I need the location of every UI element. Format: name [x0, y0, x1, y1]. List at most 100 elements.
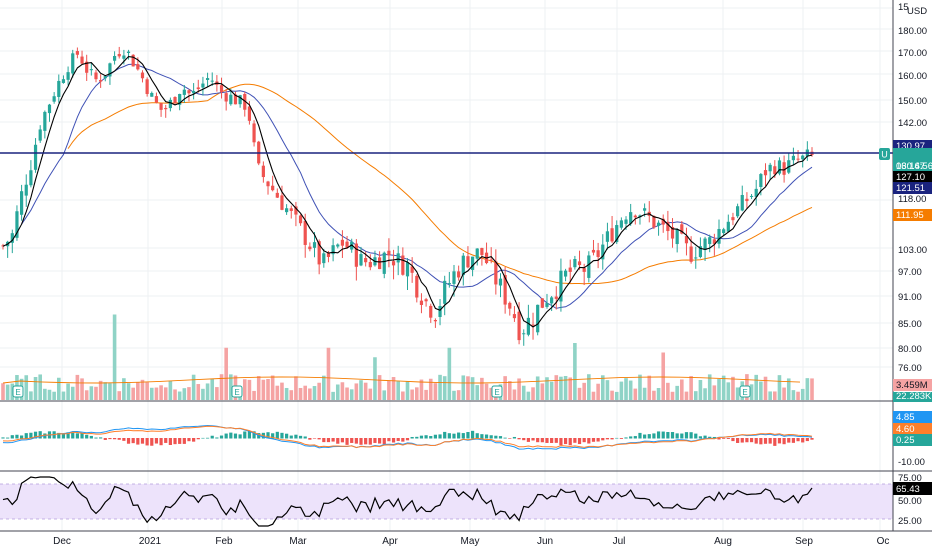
volume-bar	[326, 347, 331, 400]
macd-histogram-bar	[168, 438, 172, 446]
volume-bar	[633, 388, 638, 400]
volume-bar	[10, 383, 15, 400]
candle-body	[801, 155, 805, 160]
candle-body	[796, 158, 800, 160]
volume-bar	[284, 387, 289, 400]
candle-body	[345, 241, 349, 248]
volume-bar	[52, 391, 56, 400]
candle-body	[540, 298, 544, 308]
candle-body	[164, 107, 168, 110]
volume-bar	[94, 386, 98, 400]
candle-body	[340, 239, 345, 246]
candle-body	[378, 257, 382, 270]
candle-body	[573, 259, 577, 268]
macd-histogram-bar	[773, 438, 777, 446]
macd-histogram-bar	[554, 438, 558, 443]
candle-body	[187, 90, 191, 94]
candle-body	[550, 297, 554, 304]
candle-body	[159, 103, 163, 110]
price-axis-label: 150.00	[898, 96, 927, 107]
volume-bar	[507, 381, 512, 400]
macd-histogram-bar	[759, 438, 763, 445]
macd-histogram-bar	[633, 436, 637, 439]
macd-histogram-bar	[196, 438, 200, 440]
volume-bar	[354, 383, 359, 400]
macd-histogram-bar	[740, 438, 744, 443]
volume-bar	[33, 377, 38, 400]
macd-histogram-bar	[350, 438, 354, 443]
candle-body	[684, 236, 689, 244]
candle-body	[633, 215, 637, 218]
candle-body	[470, 256, 475, 270]
price-axis-label: 118.00	[898, 194, 926, 205]
volume-bars	[1, 314, 814, 400]
macd-histogram-bar	[336, 438, 340, 444]
time-axis-label: Feb	[215, 536, 233, 547]
macd-histogram-bar	[647, 434, 651, 439]
volume-bar	[800, 388, 805, 400]
earnings-marker-text: E	[234, 388, 239, 397]
volume-bar	[331, 391, 335, 400]
macd-histogram-bar	[684, 432, 689, 439]
candle-body	[629, 212, 633, 224]
volume-bar	[98, 380, 103, 400]
macd-histogram-bar	[443, 431, 447, 439]
volume-bar	[805, 378, 810, 400]
volume-bar	[419, 379, 424, 400]
candle-body	[712, 239, 716, 244]
time-axis-label: May	[461, 536, 480, 547]
candle-body	[178, 93, 182, 105]
candle-body	[563, 270, 568, 277]
macd-histogram-bar	[271, 433, 275, 439]
volume-bar	[666, 382, 670, 400]
macd-line	[2, 424, 813, 450]
volume-bar	[591, 391, 596, 400]
currency-label: USD	[907, 6, 927, 17]
ma-mid-line	[21, 63, 813, 309]
candle-body	[326, 252, 331, 257]
candle-body	[638, 215, 642, 218]
macd-histogram-bar	[457, 432, 461, 439]
volume-ma-tag: 22.283K	[896, 391, 932, 402]
macd-histogram-bar	[219, 435, 224, 439]
macd-histogram-bar	[452, 433, 456, 439]
candle-body	[182, 89, 186, 95]
macd-histogram-bar	[573, 438, 577, 443]
macd-histogram-bar	[712, 436, 716, 439]
volume-bar	[517, 378, 521, 400]
macd-histogram-bar	[294, 434, 298, 439]
rsi-line	[2, 476, 813, 527]
candle-body	[391, 261, 396, 266]
candle-body	[736, 206, 740, 217]
candle-body	[322, 253, 326, 264]
macd-histogram-bar	[136, 438, 140, 445]
candle-body	[782, 162, 786, 175]
candle-body	[559, 270, 563, 302]
macd-histogram-bar	[559, 438, 563, 446]
volume-bar	[80, 378, 84, 400]
price-axis-label: 91.00	[898, 292, 922, 303]
candle-body	[438, 306, 442, 317]
macd-histogram-bar	[410, 436, 414, 439]
time-axis[interactable]: Dec 2021 Feb Mar Apr May Jun Jul Aug Sep Oc	[53, 536, 889, 547]
candle-body	[670, 227, 675, 239]
volume-bar	[759, 381, 763, 400]
volume-bar	[66, 383, 70, 400]
macd-histogram-bar	[24, 433, 28, 439]
macd-histogram-bar	[112, 438, 117, 440]
candle-body	[173, 97, 177, 104]
alert-marker-text: U	[881, 150, 888, 160]
volume-bar	[149, 387, 154, 400]
macd-histogram-bar	[763, 438, 768, 444]
macd-histogram-bar	[178, 438, 182, 444]
volume-bar	[247, 379, 252, 400]
volume-bar	[177, 391, 182, 400]
macd-histogram-bar	[689, 432, 693, 439]
macd-histogram-bar	[433, 434, 437, 439]
ma-long-tag-bg	[893, 209, 932, 221]
candle-body	[131, 54, 135, 67]
volume-bar	[131, 387, 135, 400]
volume-bar	[173, 389, 177, 400]
